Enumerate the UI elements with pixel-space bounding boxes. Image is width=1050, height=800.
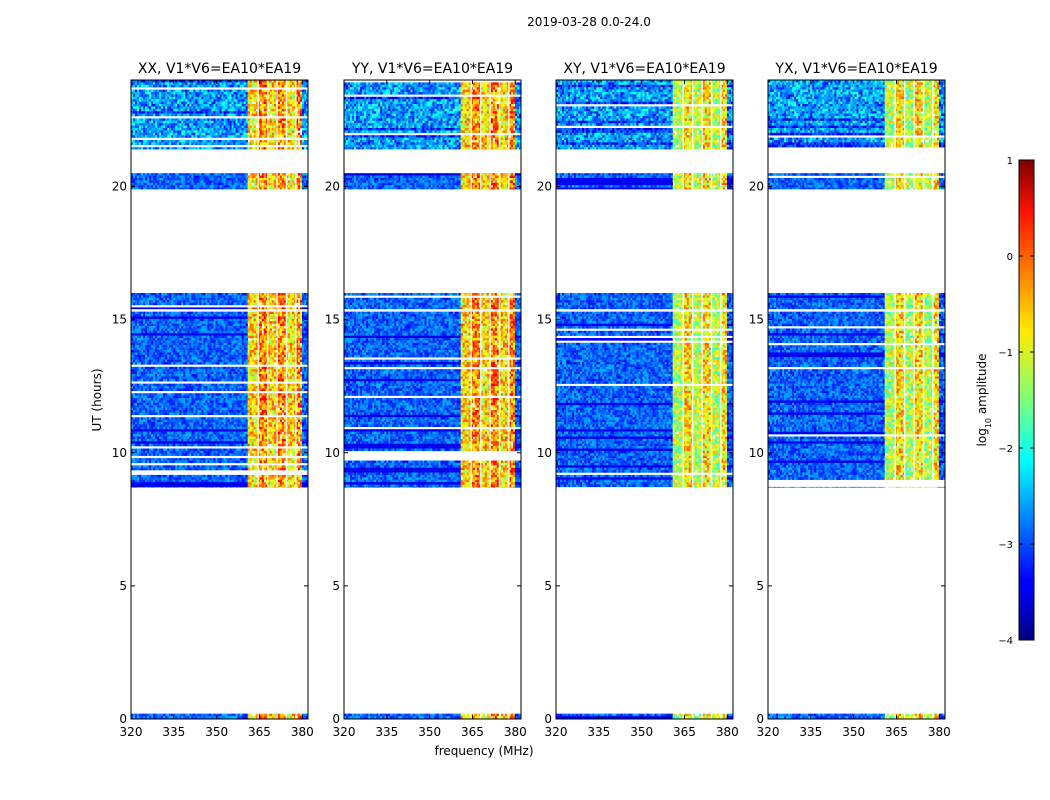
y-tick-label: 15 [325,313,340,327]
y-tick-label: 15 [112,313,127,327]
colorbar-tick-label: 0 [1007,252,1013,263]
x-tick-label: 365 [248,725,271,739]
colorbar-label: log10 amplitude [975,354,993,447]
y-tick-label: 10 [325,446,340,460]
figure: 2019-03-28 0.0-24.0 XX, V1*V6=EA10*EA19 3… [0,0,1050,800]
x-tick-label: 380 [928,725,951,739]
y-tick-label: 5 [544,579,552,593]
x-tick-label: 335 [162,725,185,739]
y-tick-label: 0 [544,712,552,726]
colorbar-tick-label: −2 [998,444,1013,455]
colorbar-tick-label: −1 [998,348,1013,359]
y-axis-label: UT (hours) [90,368,104,431]
panel-yx: YX, V1*V6=EA10*EA19 320 335 350 365 380 0 5 10 15… [749,61,951,739]
y-tick-label: 5 [119,579,127,593]
colorbar-gradient [1019,160,1034,640]
x-axis-label: frequency (MHz) [434,744,533,758]
colorbar-tick-label: −3 [998,540,1013,551]
panels-group: XX, V1*V6=EA10*EA19 320 335 350 365 380 0 5 10 15… [112,61,951,739]
x-tick-label: 335 [375,725,398,739]
panel-xx: XX, V1*V6=EA10*EA19 320 335 350 365 380 0 5 10 15… [112,61,314,739]
x-tick-label: 320 [120,725,143,739]
x-tick-label: 365 [885,725,908,739]
x-tick-label: 350 [205,725,228,739]
colorbar-tick-label: −4 [998,636,1013,647]
y-tick-label: 15 [537,313,552,327]
y-tick-label: 20 [112,180,127,194]
y-tick-label: 15 [749,313,764,327]
x-tick-label: 320 [545,725,568,739]
y-tick-label: 10 [537,446,552,460]
y-tick-label: 10 [749,446,764,460]
x-tick-label: 320 [757,725,780,739]
y-tick-label: 5 [332,579,340,593]
x-tick-label: 350 [418,725,441,739]
colorbar: 1 0 −1 −2 −3 −4 log10 amplitude [975,156,1034,647]
panel-title: XY, V1*V6=EA10*EA19 [563,61,725,77]
figure-title: 2019-03-28 0.0-24.0 [527,15,651,29]
x-tick-label: 320 [333,725,356,739]
panel-title: YX, V1*V6=EA10*EA19 [774,61,937,77]
y-tick-label: 20 [325,180,340,194]
x-tick-label: 350 [630,725,653,739]
panel-yy: YY, V1*V6=EA10*EA19 320 335 350 365 380 0 5 10 15… [325,61,527,739]
panel-xy: XY, V1*V6=EA10*EA19 320 335 350 365 380 0 5 10 15… [537,61,739,739]
y-tick-label: 10 [112,446,127,460]
x-tick-label: 365 [461,725,484,739]
y-tick-label: 20 [749,180,764,194]
x-tick-label: 350 [842,725,865,739]
x-tick-label: 365 [673,725,696,739]
y-tick-label: 0 [119,712,127,726]
y-tick-label: 20 [537,180,552,194]
y-tick-label: 0 [756,712,764,726]
x-tick-label: 380 [504,725,527,739]
x-tick-label: 380 [291,725,314,739]
colorbar-tick-label: 1 [1007,156,1013,167]
x-tick-label: 380 [716,725,739,739]
x-tick-label: 335 [587,725,610,739]
y-tick-label: 5 [756,579,764,593]
panel-title: YY, V1*V6=EA10*EA19 [351,61,513,77]
y-tick-label: 0 [332,712,340,726]
x-tick-label: 335 [799,725,822,739]
panel-title: XX, V1*V6=EA10*EA19 [138,61,301,77]
